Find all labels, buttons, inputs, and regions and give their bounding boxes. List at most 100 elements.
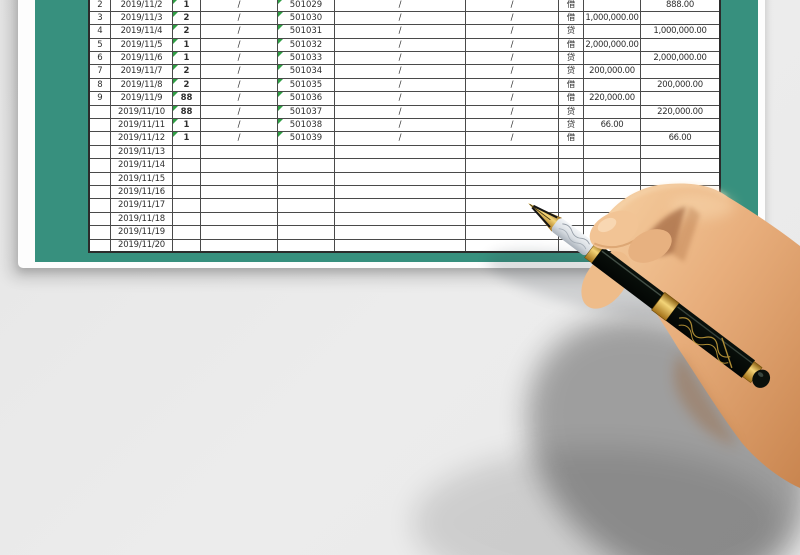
table-cell[interactable] [172, 184, 201, 200]
table-cell[interactable] [200, 184, 278, 200]
table-cell[interactable]: 2019/11/4 [110, 24, 173, 39]
table-cell[interactable] [200, 198, 278, 213]
table-cell[interactable]: 借 [558, 0, 584, 12]
table-cell[interactable]: 501037 [277, 104, 335, 120]
table-cell[interactable]: 2019/11/2 [110, 0, 173, 12]
table-cell[interactable]: / [334, 24, 466, 39]
table-cell[interactable]: 借 [558, 10, 584, 26]
table-cell[interactable]: / [465, 91, 559, 106]
table-cell[interactable] [88, 225, 111, 240]
table-cell[interactable] [465, 238, 559, 253]
table-cell[interactable]: 2019/11/6 [110, 51, 173, 66]
table-cell[interactable] [334, 198, 466, 213]
table-cell[interactable] [334, 184, 466, 200]
table-cell[interactable] [465, 158, 559, 173]
table-cell[interactable]: 1 [172, 51, 201, 66]
table-cell[interactable]: 1 [172, 118, 201, 133]
table-cell[interactable] [277, 158, 335, 173]
table-cell[interactable]: / [200, 10, 278, 26]
table-cell[interactable] [583, 24, 641, 39]
table-cell[interactable]: 2019/11/15 [110, 171, 173, 186]
table-cell[interactable]: / [465, 24, 559, 39]
table-cell[interactable] [88, 184, 111, 200]
table-cell[interactable]: 2 [172, 10, 201, 26]
table-cell[interactable]: 贷 [558, 104, 584, 120]
table-cell[interactable]: 501032 [277, 37, 335, 53]
table-cell[interactable]: / [200, 118, 278, 133]
table-cell[interactable]: 501029 [277, 0, 335, 12]
table-cell[interactable]: 2019/11/11 [110, 118, 173, 133]
table-cell[interactable] [583, 184, 641, 200]
table-cell[interactable]: 贷 [558, 118, 584, 133]
table-cell[interactable] [583, 198, 641, 213]
table-cell[interactable] [334, 144, 466, 160]
table-cell[interactable]: / [465, 64, 559, 79]
table-cell[interactable]: 2019/11/14 [110, 158, 173, 173]
table-cell[interactable] [583, 211, 641, 227]
table-cell[interactable] [200, 144, 278, 160]
table-cell[interactable] [277, 198, 335, 213]
table-cell[interactable]: 2019/11/20 [110, 238, 173, 253]
table-cell[interactable]: 2019/11/13 [110, 144, 173, 160]
table-cell[interactable]: / [334, 118, 466, 133]
table-cell[interactable]: / [200, 77, 278, 93]
table-cell[interactable] [640, 238, 721, 253]
table-cell[interactable] [200, 158, 278, 173]
table-cell[interactable]: 501035 [277, 77, 335, 93]
table-cell[interactable] [172, 144, 201, 160]
table-cell[interactable] [334, 211, 466, 227]
table-cell[interactable]: 1,000,000.00 [640, 24, 721, 39]
table-cell[interactable] [558, 225, 584, 240]
table-cell[interactable] [88, 238, 111, 253]
table-cell[interactable]: / [465, 0, 559, 12]
table-cell[interactable] [277, 171, 335, 186]
table-cell[interactable]: 2,000,000.00 [583, 37, 641, 53]
table-cell[interactable]: 2 [88, 0, 111, 12]
table-cell[interactable] [465, 171, 559, 186]
table-cell[interactable]: 2 [172, 24, 201, 39]
table-cell[interactable]: / [200, 104, 278, 120]
table-cell[interactable] [558, 171, 584, 186]
table-cell[interactable]: / [465, 77, 559, 93]
table-cell[interactable]: 88 [172, 104, 201, 120]
table-cell[interactable] [200, 225, 278, 240]
table-cell[interactable]: / [465, 104, 559, 120]
table-cell[interactable] [583, 77, 641, 93]
table-cell[interactable] [640, 225, 721, 240]
table-cell[interactable]: / [334, 104, 466, 120]
table-cell[interactable] [640, 184, 721, 200]
table-cell[interactable]: 501039 [277, 131, 335, 146]
table-cell[interactable] [583, 144, 641, 160]
table-cell[interactable]: 501034 [277, 64, 335, 79]
table-cell[interactable] [277, 238, 335, 253]
table-cell[interactable] [88, 104, 111, 120]
table-cell[interactable] [640, 158, 721, 173]
ledger-table[interactable]: 2 2019/11/2 1/501029// 借 888.00 3 2019/11/3 2/5… [88, 0, 721, 254]
table-cell[interactable]: / [334, 91, 466, 106]
table-cell[interactable]: 借 [558, 77, 584, 93]
table-cell[interactable]: / [334, 10, 466, 26]
table-cell[interactable] [88, 171, 111, 186]
table-cell[interactable]: 贷 [558, 51, 584, 66]
table-cell[interactable] [583, 171, 641, 186]
table-cell[interactable]: 贷 [558, 64, 584, 79]
table-cell[interactable] [88, 198, 111, 213]
table-cell[interactable] [558, 211, 584, 227]
table-cell[interactable] [88, 211, 111, 227]
table-cell[interactable]: 8 [88, 77, 111, 93]
table-cell[interactable]: 501031 [277, 24, 335, 39]
table-cell[interactable]: 借 [558, 131, 584, 146]
table-cell[interactable] [640, 64, 721, 79]
table-cell[interactable] [172, 158, 201, 173]
table-cell[interactable]: / [465, 131, 559, 146]
table-cell[interactable]: / [334, 77, 466, 93]
table-cell[interactable] [334, 158, 466, 173]
table-cell[interactable]: 220,000.00 [640, 104, 721, 120]
table-cell[interactable] [640, 10, 721, 26]
table-cell[interactable] [583, 225, 641, 240]
table-cell[interactable]: 借 [558, 37, 584, 53]
table-cell[interactable] [334, 225, 466, 240]
table-cell[interactable]: / [200, 91, 278, 106]
table-cell[interactable]: 1,000,000.00 [583, 10, 641, 26]
table-cell[interactable]: 501033 [277, 51, 335, 66]
